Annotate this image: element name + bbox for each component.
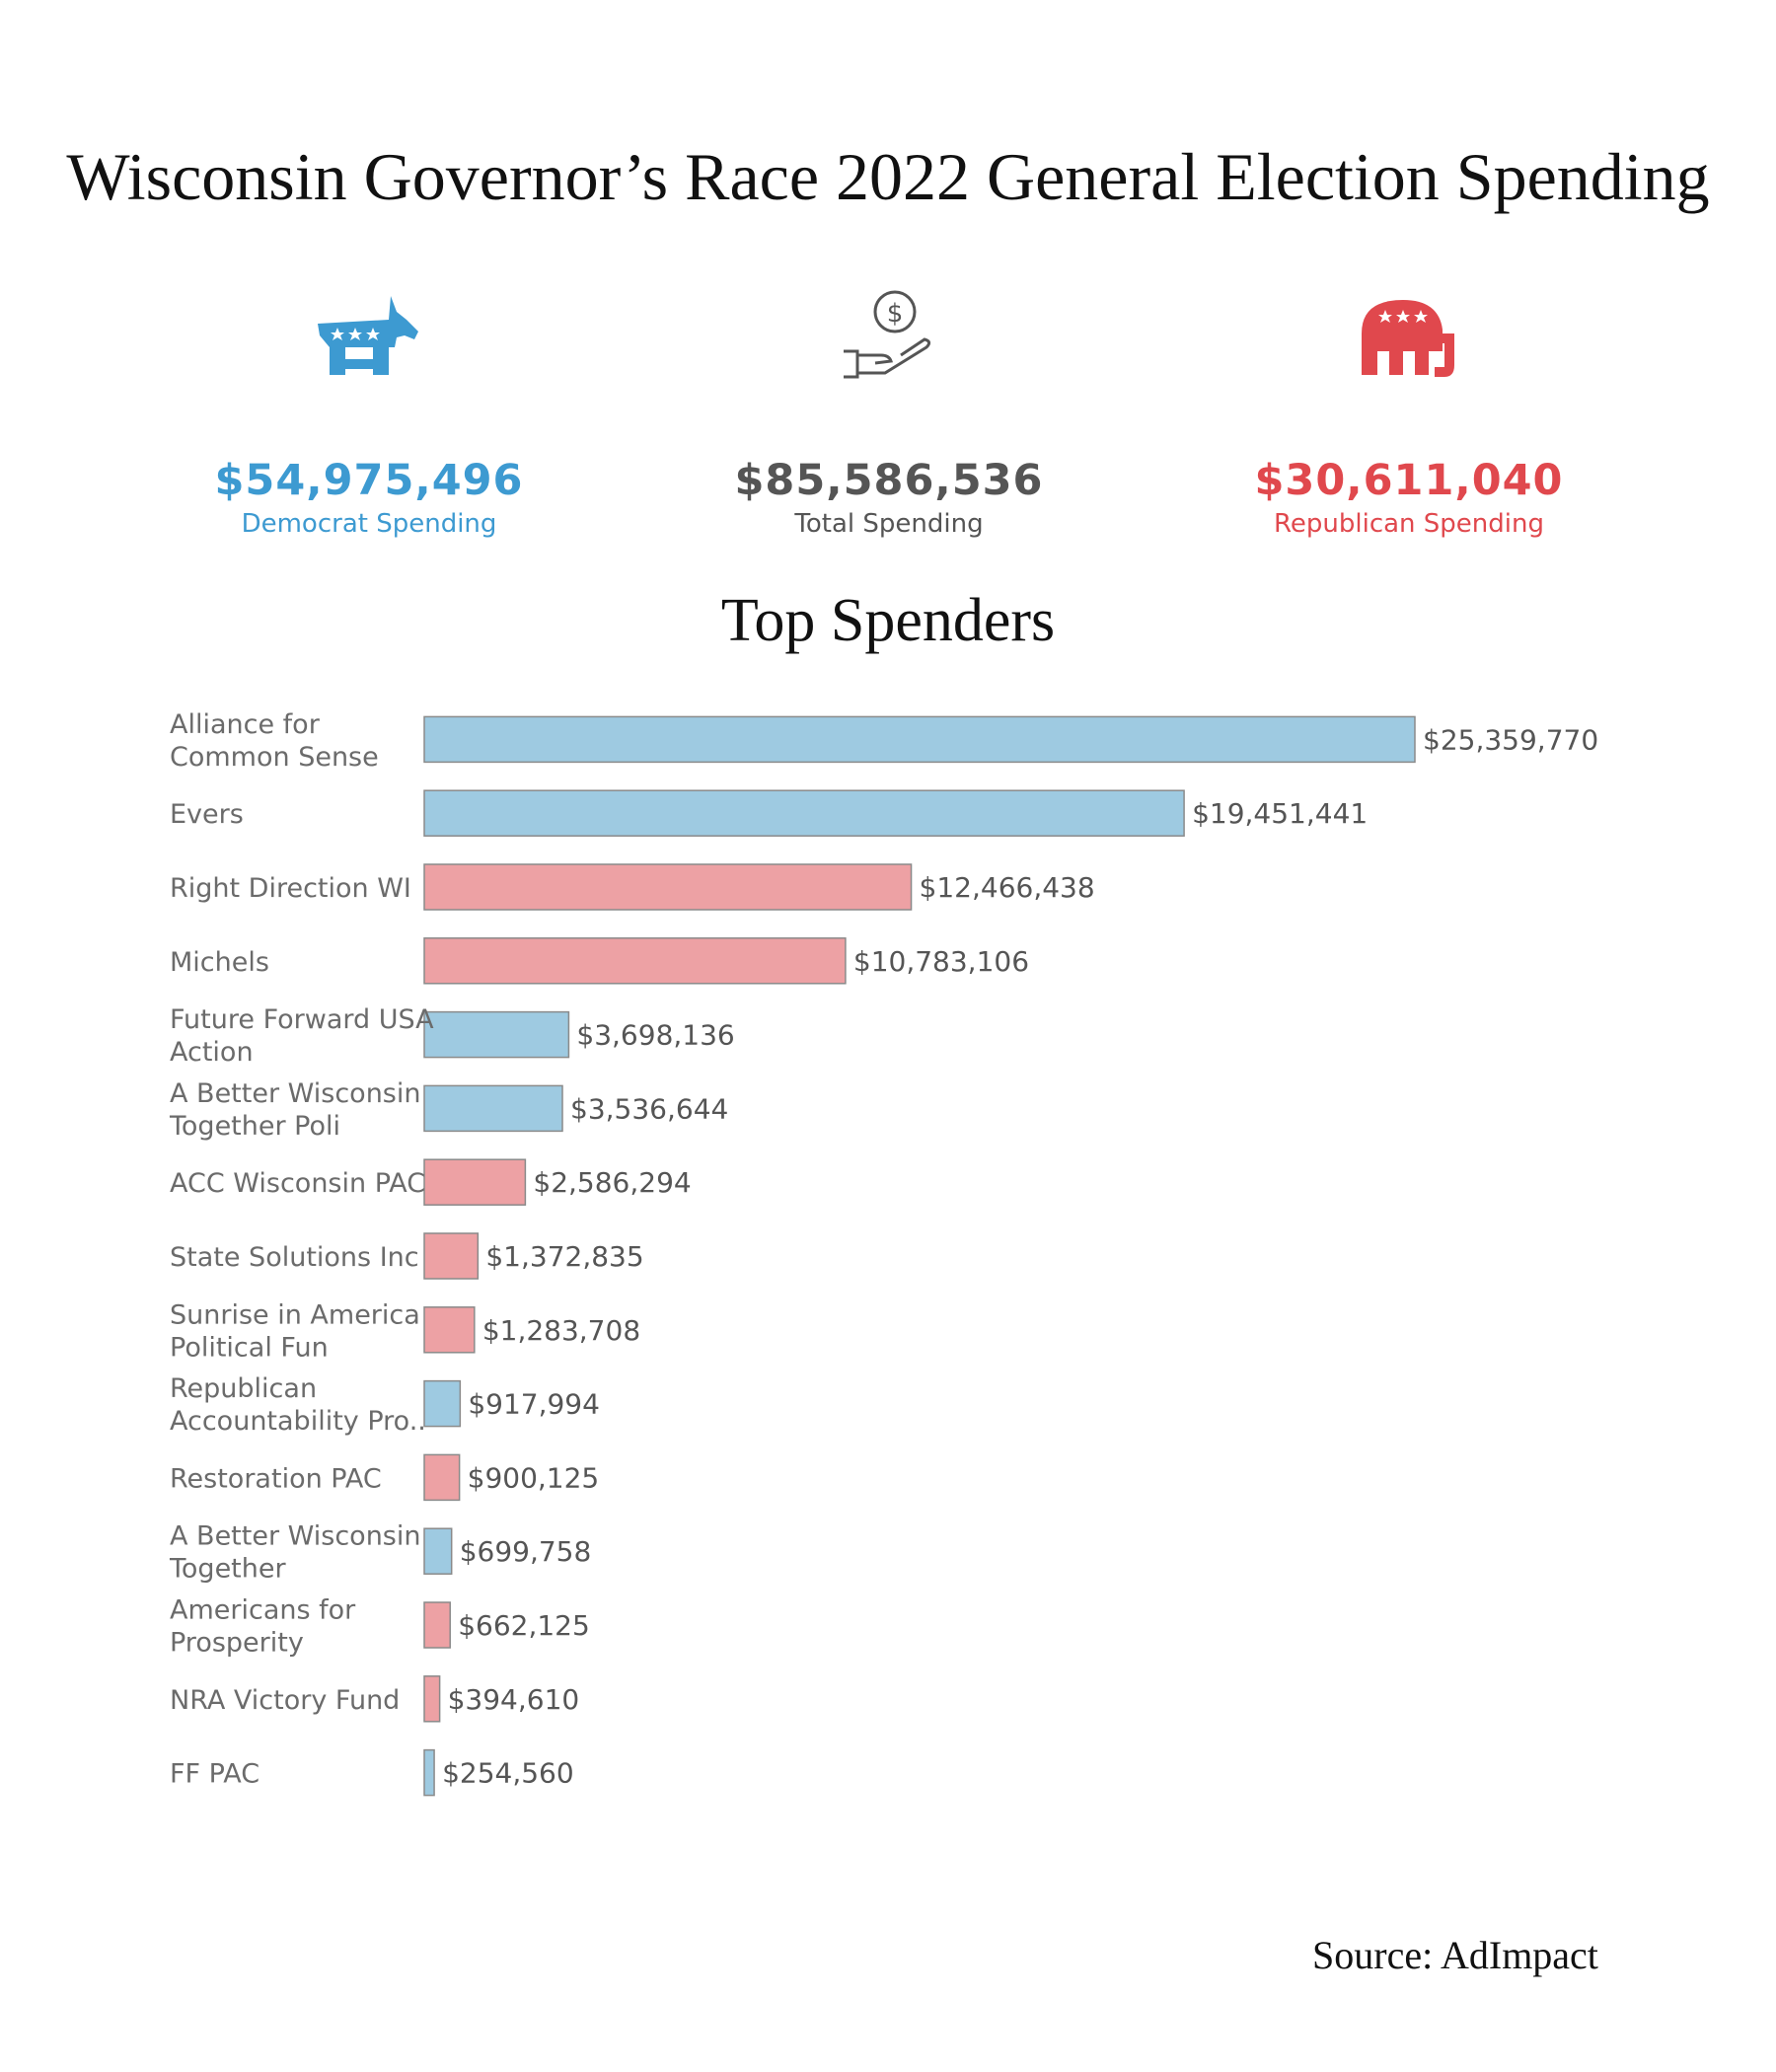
total-spending-amount: $85,586,536 [734,456,1044,505]
bar-7 [423,1232,480,1280]
bar-6 [423,1158,527,1206]
chart-title: Top Spenders [720,587,1056,654]
category-label-line: Sunrise in America [170,1299,420,1330]
bar-value-label: $3,536,644 [570,1092,728,1125]
category-label-line: Americans for [170,1595,356,1626]
category-label-line: Michels [170,947,269,978]
bar-value-label: $3,698,136 [576,1019,734,1052]
category-label: Alliance for Common Sense [170,709,379,773]
bar-8 [423,1306,476,1354]
category-label: FF PAC [170,1759,259,1790]
bar-12 [423,1601,451,1649]
category-label-line: FF PAC [170,1759,259,1790]
bar-value-label: $1,283,708 [482,1314,640,1347]
bar-13 [423,1675,441,1723]
bar-value-label: $917,994 [468,1388,600,1421]
bar-value-label: $1,372,835 [485,1240,643,1273]
democrat-spending-label: Democrat Spending [241,509,497,539]
category-label: Evers [170,799,244,830]
republican-spending-label: Republican Spending [1274,509,1544,539]
category-label: A Better Wisconsin Together [169,1521,420,1585]
category-label-line: ACC Wisconsin PAC [170,1168,425,1199]
total-spending-label: Total Spending [794,509,984,539]
category-label-line: Future Forward USA [170,1004,434,1035]
category-label-line: Accountability Pro.. [170,1406,426,1437]
category-label: Sunrise in America Political Fun [170,1299,420,1363]
source-note: Source: AdImpact [1312,1933,1598,1977]
category-label: Right Direction WI [170,873,411,904]
category-label-line: Republican [170,1373,317,1404]
category-label: State Solutions Inc [170,1242,419,1273]
category-label-line: Right Direction WI [170,873,411,904]
category-label: ACC Wisconsin PAC [170,1168,425,1199]
democrat-spending-amount: $54,975,496 [214,456,524,505]
bar-14 [423,1748,435,1797]
elephant-icon [1152,276,1665,395]
democrat-summary: $54,975,496 Democrat Spending [112,276,626,539]
bar-1 [423,789,1185,837]
category-label-line: Political Fun [170,1332,329,1363]
republican-spending-amount: $30,611,040 [1254,456,1564,505]
total-summary: $ $85,586,536 Total Spending [632,276,1146,539]
bar-value-label: $662,125 [458,1609,590,1642]
category-label-line: Together Poli [169,1111,340,1142]
donkey-icon [112,276,626,395]
bar-value-label: $2,586,294 [533,1166,691,1199]
bar-value-label: $12,466,438 [920,871,1095,904]
category-label: A Better Wisconsin Together Poli [169,1078,420,1142]
category-label-line: Common Sense [170,742,379,773]
category-label-line: State Solutions Inc [170,1242,419,1273]
bar-5 [423,1084,563,1133]
bar-value-label: $699,758 [460,1535,592,1568]
bar-3 [423,937,847,985]
bar-9 [423,1379,462,1428]
category-label: Restoration PAC [170,1463,382,1494]
category-label-line: Action [170,1037,254,1068]
category-label-line: A Better Wisconsin [170,1521,420,1552]
category-label: NRA Victory Fund [170,1685,400,1716]
svg-text:$: $ [887,299,904,329]
bar-value-label: $25,359,770 [1423,723,1598,756]
category-label: Michels [170,947,269,978]
hand-coin-icon: $ [632,276,1146,395]
bar-value-label: $19,451,441 [1192,797,1368,830]
category-label-line: Restoration PAC [170,1463,382,1494]
category-label-line: Together [169,1554,286,1585]
category-label: Future Forward USA Action [170,1004,434,1068]
bar-value-label: $254,560 [442,1757,574,1790]
bar-0 [423,715,1416,764]
republican-summary: $30,611,040 Republican Spending [1152,276,1665,539]
category-label: Americans for Prosperity [170,1595,356,1659]
category-label-line: NRA Victory Fund [170,1685,400,1716]
bar-4 [423,1010,570,1059]
category-label-line: Prosperity [170,1628,304,1659]
page-title: Wisconsin Governor’s Race 2022 General E… [66,139,1710,214]
category-label: Republican Accountability Pro.. [170,1373,426,1437]
category-label-line: A Better Wisconsin [170,1078,420,1109]
category-label-line: Alliance for [170,709,321,740]
bar-value-label: $10,783,106 [853,945,1029,978]
bar-10 [423,1453,461,1502]
bar-value-label: $394,610 [448,1683,580,1716]
category-label-line: Evers [170,799,244,830]
bar-11 [423,1527,453,1575]
bar-2 [423,863,913,911]
bar-value-label: $900,125 [468,1461,600,1494]
